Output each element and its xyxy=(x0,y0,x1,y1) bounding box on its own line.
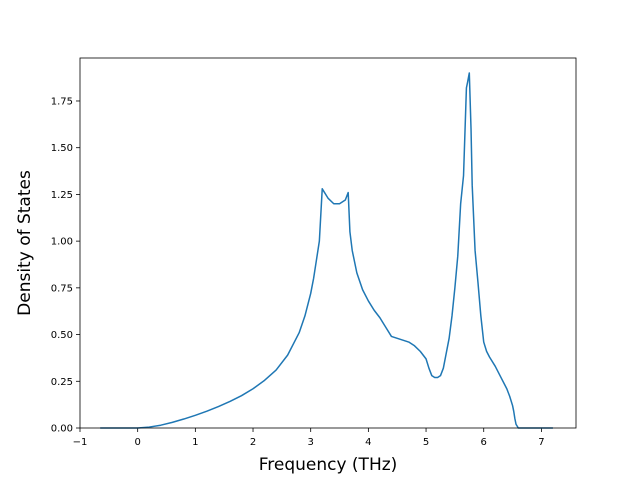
x-tick-label: 3 xyxy=(308,437,314,448)
x-tick-label: −1 xyxy=(73,437,88,448)
y-tick-label: 1.00 xyxy=(51,237,73,248)
x-tick-label: 5 xyxy=(423,437,429,448)
y-axis-ticks: 0.00 0.25 0.50 0.75 1.00 1.25 1.50 1.75 xyxy=(51,96,80,435)
y-tick-label: 1.25 xyxy=(51,190,73,201)
dos-curve xyxy=(100,72,553,429)
y-axis-label: Density of States xyxy=(15,170,35,316)
x-axis-label: Frequency (THz) xyxy=(259,455,398,475)
plot-background xyxy=(80,58,576,428)
y-tick-label: 0.25 xyxy=(51,377,73,388)
y-tick-label: 0.00 xyxy=(51,424,73,435)
x-tick-label: 7 xyxy=(538,437,544,448)
x-tick-label: 6 xyxy=(481,437,487,448)
plot-frame xyxy=(79,57,577,429)
x-axis-ticks: −1 0 1 2 3 4 5 6 7 xyxy=(73,428,545,448)
y-tick-label: 1.75 xyxy=(51,96,73,107)
y-tick-label: 0.50 xyxy=(51,330,73,341)
x-tick-label: 0 xyxy=(134,437,140,448)
y-tick-label: 1.50 xyxy=(51,143,73,154)
x-tick-label: 4 xyxy=(365,437,371,448)
x-tick-label: 1 xyxy=(192,437,198,448)
x-tick-label: 2 xyxy=(250,437,256,448)
y-tick-label: 0.75 xyxy=(51,283,73,294)
